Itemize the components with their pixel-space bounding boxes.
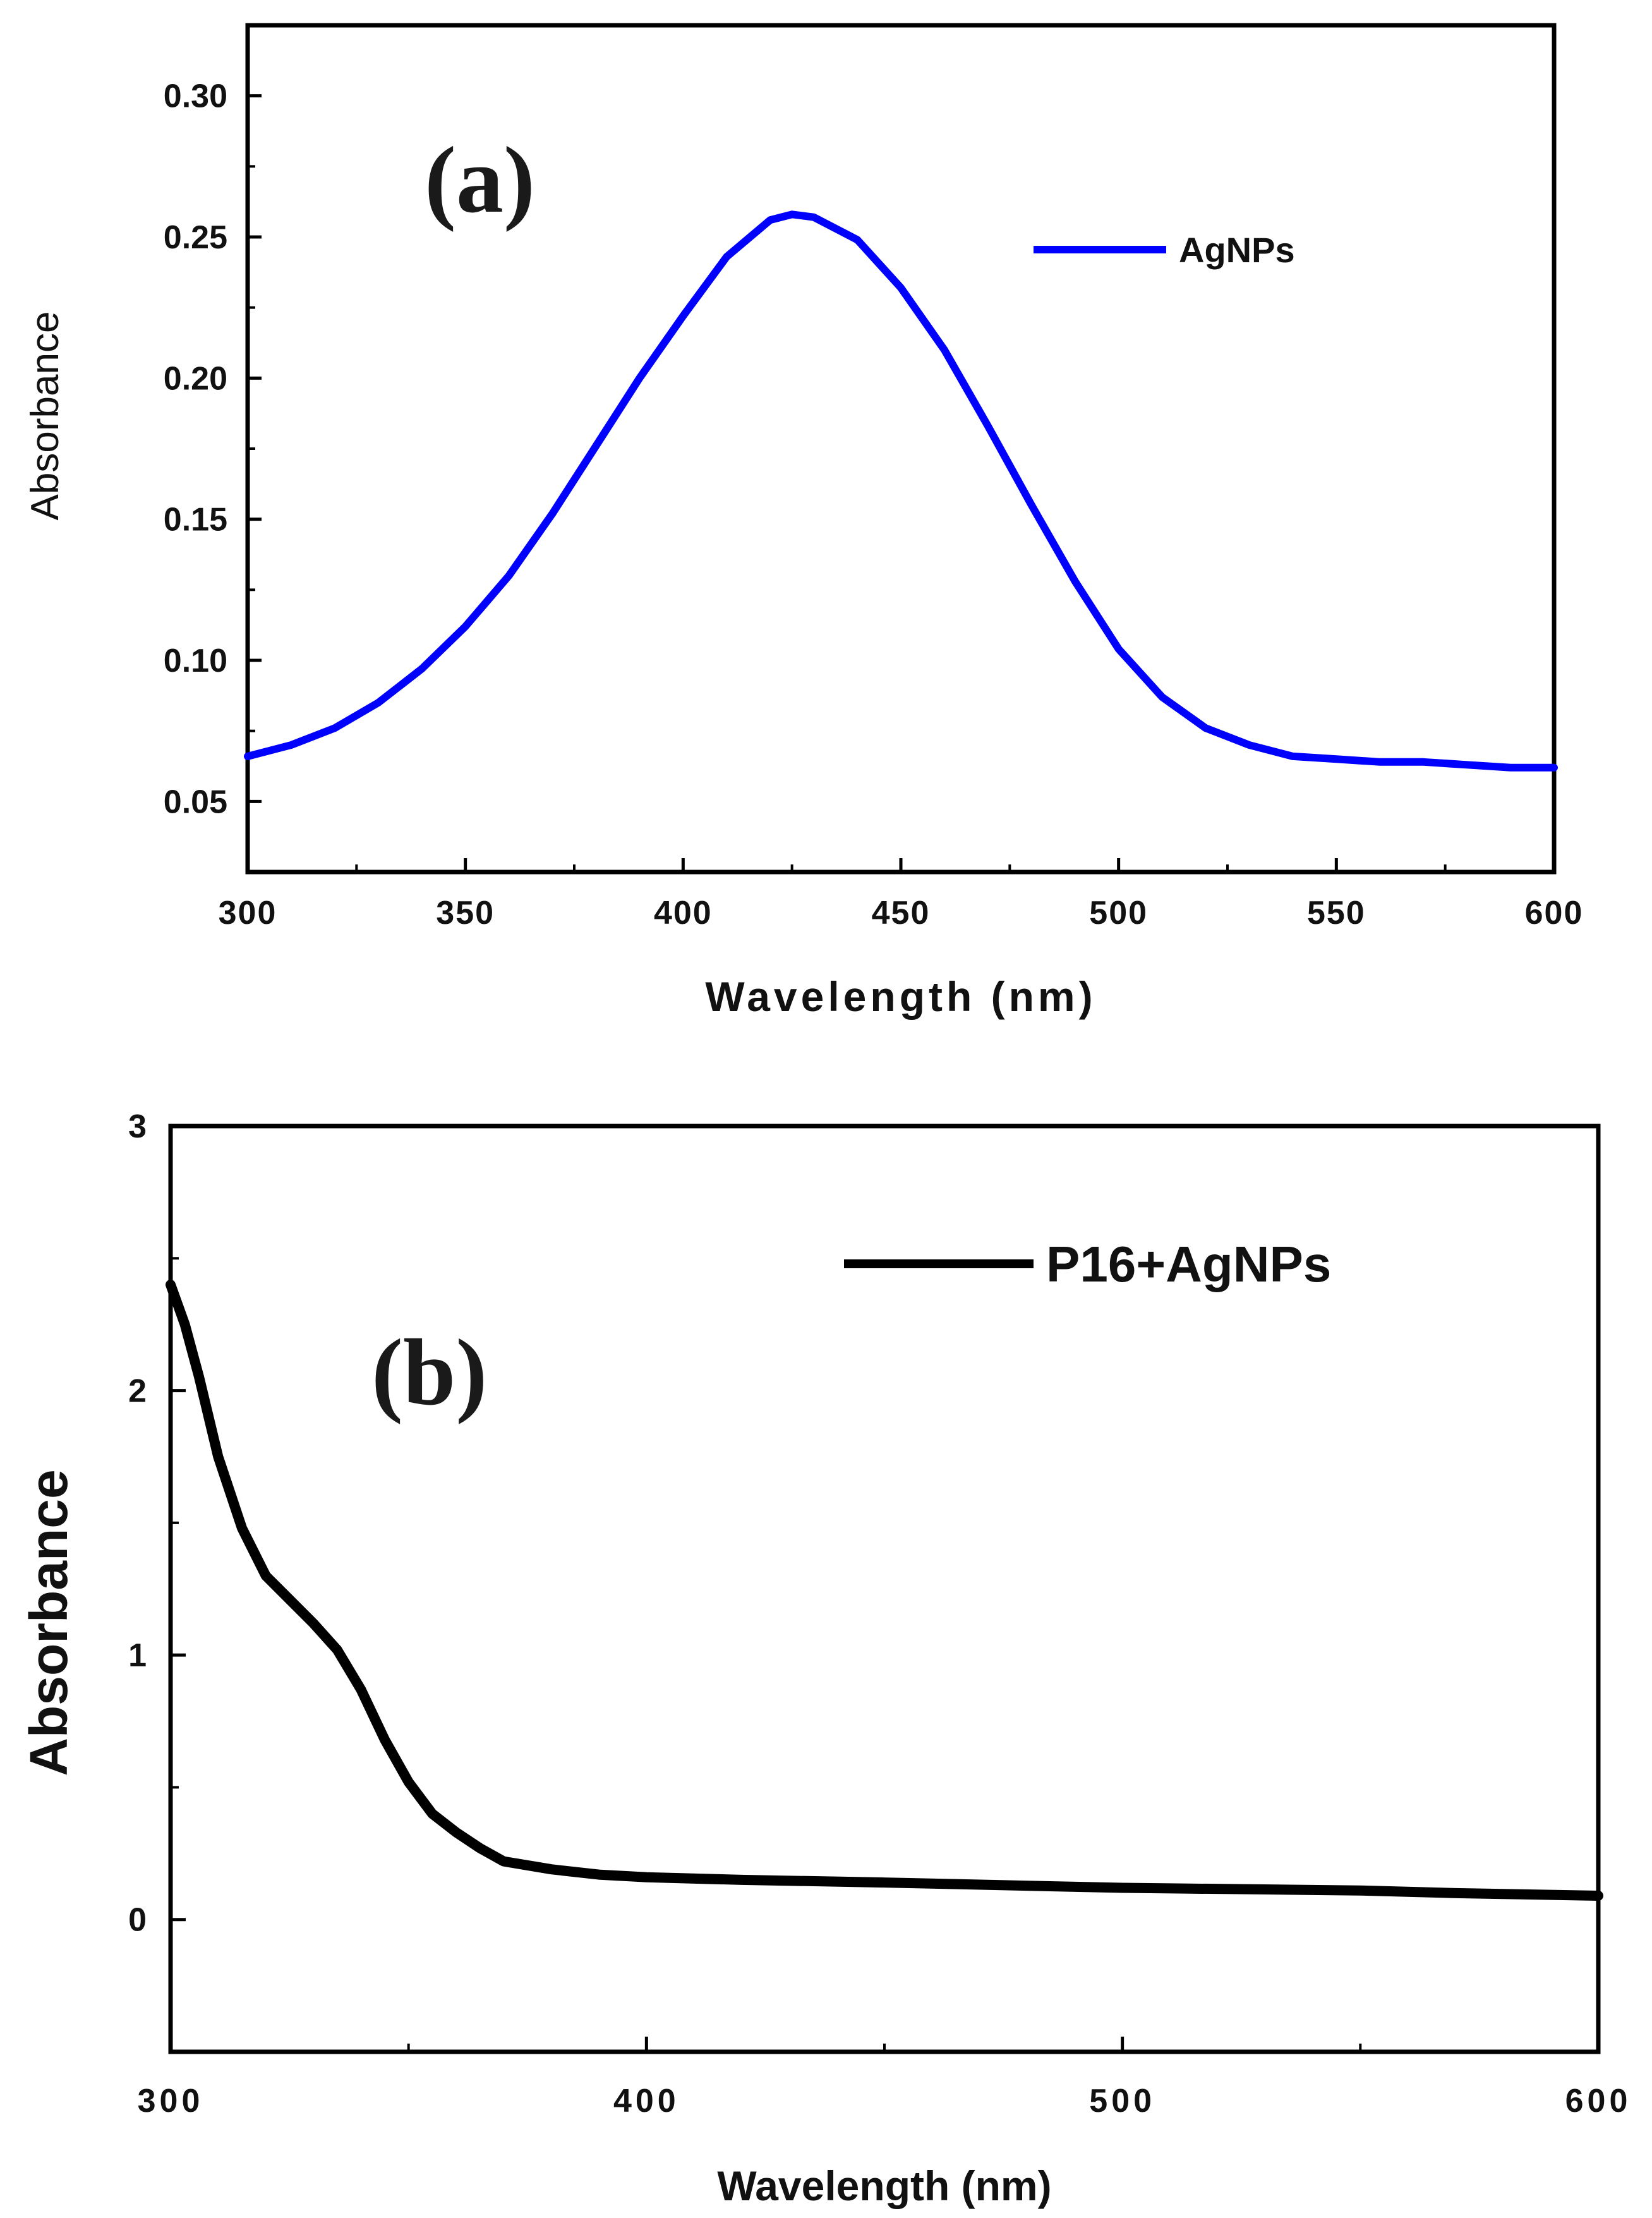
x-tick-label: 400 (654, 895, 713, 931)
y-tick-label: 0.30 (164, 78, 227, 115)
series-line-agnps (244, 210, 1558, 772)
panel-label-a: (a) (425, 128, 535, 233)
y-tick-label: 0.05 (164, 784, 227, 820)
y-axis-title-b: Absorbance (19, 1469, 78, 1776)
y-tick-label: 0.20 (164, 360, 227, 397)
x-axis-title-b: Wavelength (nm) (717, 2162, 1051, 2209)
x-tick-label: 550 (1307, 895, 1366, 931)
panel-b: 300 400 500 600 0 1 2 3 P16+AgNPs (b) Waveleng… (19, 1108, 1632, 2209)
y-tick-label: 0.25 (164, 219, 227, 256)
panel-a: 300 350 400 450 500 550 600 0.050.100.150.200.… (23, 23, 1584, 1020)
x-tick-labels-b: 300 400 500 600 (138, 2083, 1632, 2119)
y-tick-labels-b: 0 1 2 3 (128, 1108, 147, 1939)
y-axis-title-a: Absorbance (23, 312, 67, 521)
y-tick-label: 3 (128, 1108, 147, 1145)
y-tick-label: 2 (128, 1373, 147, 1410)
tick-marks-a (246, 24, 1556, 873)
y-tick-label: 0 (128, 1902, 147, 1939)
x-tick-label: 500 (1089, 2083, 1155, 2119)
series-line-p16-agnps (166, 1280, 1603, 1901)
x-axis-title-a: Wavelength (nm) (705, 973, 1096, 1020)
x-tick-labels-a: 300 350 400 450 500 550 600 (219, 895, 1584, 931)
tick-marks-b (169, 1124, 1600, 2053)
y-tick-labels-a: 0.05 0.10 0.15 0.20 0.25 0.30 (164, 78, 227, 821)
y-tick-label: 1 (128, 1637, 147, 1674)
legend-label-agnps: AgNPs (1179, 230, 1295, 270)
y-tick-label: 0.15 (164, 502, 227, 538)
panel-label-b: (b) (371, 1320, 487, 1425)
x-tick-label: 500 (1089, 895, 1148, 931)
x-tick-label: 600 (1565, 2083, 1632, 2119)
legend-label-p16-agnps: P16+AgNPs (1046, 1236, 1331, 1292)
x-tick-label: 400 (613, 2083, 680, 2119)
x-tick-label: 300 (138, 2083, 204, 2119)
x-tick-label: 450 (872, 895, 931, 931)
y-tick-label: 0.10 (164, 643, 227, 679)
x-tick-label: 300 (219, 895, 277, 931)
x-tick-label: 350 (436, 895, 495, 931)
x-tick-label: 600 (1525, 895, 1584, 931)
